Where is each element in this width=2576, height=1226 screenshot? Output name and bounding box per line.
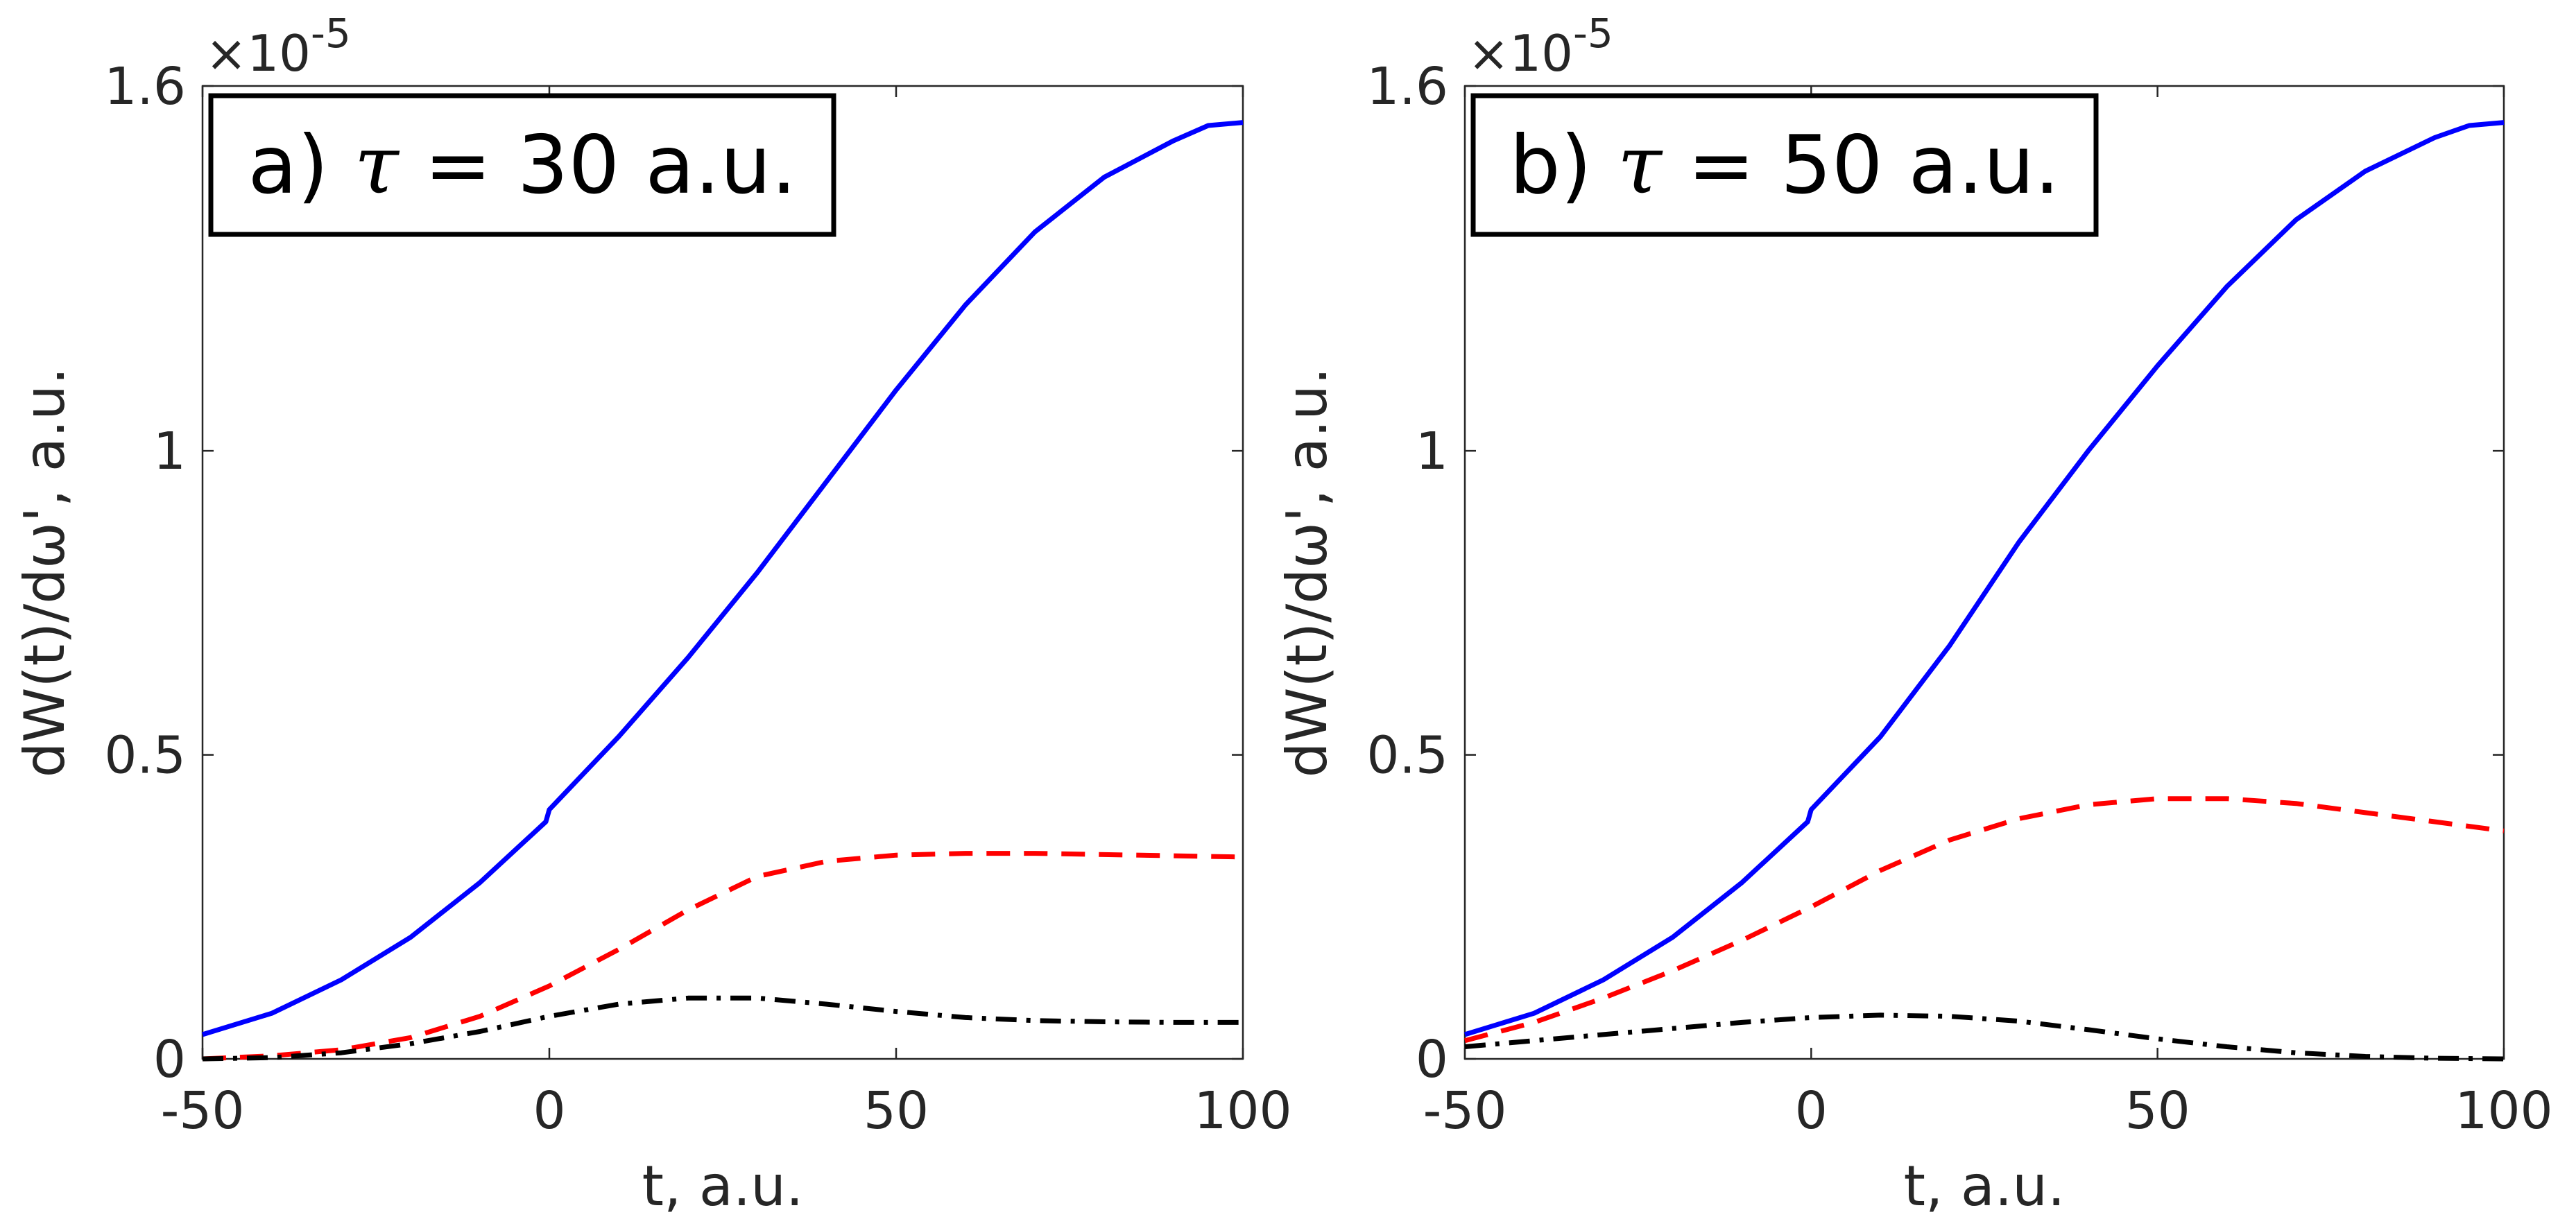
y-multiplier: ×10	[205, 24, 311, 83]
series-line-red-dashed	[1464, 796, 2505, 1044]
y-tick-label: 1.6	[104, 57, 186, 116]
x-axis-label: t, a.u.	[642, 1154, 804, 1218]
y-tick-label: 0	[1416, 1030, 1448, 1089]
x-axis-label: t, a.u.	[1904, 1154, 2066, 1218]
y-tick-label: 0	[153, 1030, 186, 1089]
y-multiplier: ×10	[1468, 24, 1573, 83]
axes-box	[201, 85, 1244, 1060]
x-tick-label: 100	[1194, 1081, 1291, 1141]
y-exponent-label: ×10-5	[205, 10, 351, 83]
panel-label-suffix: = 30 a.u.	[399, 119, 797, 212]
series-line-blue-solid	[201, 120, 1244, 1037]
panel-label-box	[208, 93, 836, 237]
panel-label: a) τ = 30 a.u.	[248, 119, 796, 212]
panel-label-box	[1470, 93, 2099, 237]
axes-box	[1463, 85, 2505, 1060]
x-tick-label: 0	[533, 1081, 565, 1141]
series-line-blue-solid	[1463, 120, 2505, 1037]
y-axis-label: dW(t)/dω', a.u.	[1275, 368, 1339, 778]
tau-symbol: τ	[354, 119, 400, 212]
y-axis-label: dW(t)/dω', a.u.	[12, 368, 77, 778]
y-tick-label: 1	[1416, 422, 1448, 481]
y-tick-label: 1	[153, 422, 186, 481]
panel-label-prefix: a)	[248, 119, 354, 212]
series-line-red-dashed	[202, 851, 1244, 1062]
tau-symbol: τ	[1617, 119, 1663, 212]
panel-label: b) τ = 50 a.u.	[1509, 119, 2060, 212]
x-tick-label: 100	[2455, 1081, 2552, 1141]
x-tick-label: 0	[1795, 1081, 1828, 1141]
panel-label-suffix: = 50 a.u.	[1662, 119, 2060, 212]
series-line-black-dash-dot	[202, 995, 1243, 1062]
panel-label-prefix: b)	[1509, 119, 1617, 212]
x-tick-label: 50	[2125, 1081, 2190, 1141]
x-tick-label: -50	[161, 1081, 245, 1141]
series-line-black-dash-dot	[1464, 1012, 2505, 1062]
x-tick-label: 50	[864, 1081, 929, 1141]
y-exponent: -5	[1573, 10, 1613, 57]
y-tick-label: 0.5	[104, 726, 186, 786]
y-tick-label: 0.5	[1366, 726, 1448, 786]
y-exponent: -5	[311, 10, 351, 57]
y-exponent-label: ×10-5	[1468, 10, 1613, 83]
y-tick-label: 1.6	[1366, 57, 1448, 116]
x-tick-label: -50	[1423, 1081, 1507, 1141]
